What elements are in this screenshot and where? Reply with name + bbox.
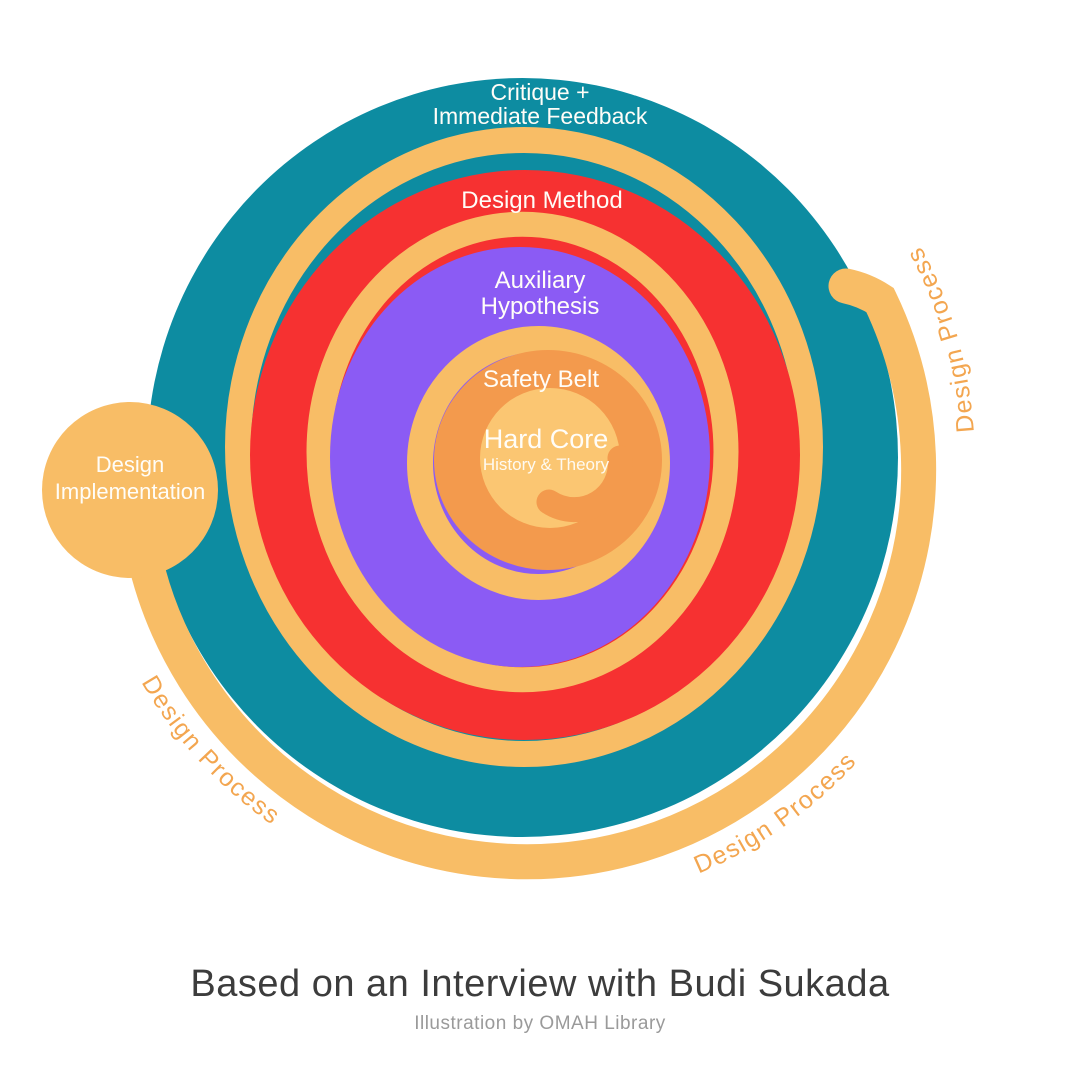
spiral-center-curl [536, 445, 633, 523]
critique-label-line2: Immediate Feedback [433, 103, 648, 129]
implementation-label-line2: Implementation [55, 479, 205, 504]
implementation-label-line1: Design [96, 452, 164, 477]
auxiliary-label-line2: Hypothesis [481, 293, 600, 320]
spiral-band-turn-1 [225, 127, 823, 767]
spiral-band-outer-turn [121, 268, 937, 880]
safety-belt-label: Safety Belt [483, 366, 599, 393]
spiral-band-turn-2 [306, 211, 739, 693]
design-implementation-node [42, 402, 218, 578]
hard-core-region [480, 388, 620, 528]
critique-label-line1: Critique + [490, 79, 589, 105]
hard-core-label: Hard Core [484, 424, 609, 454]
caption-credit: Illustration by OMAH Library [414, 1013, 666, 1034]
hard-core-sublabel: History & Theory [483, 455, 610, 474]
auxiliary-label-line1: Auxiliary [495, 267, 586, 294]
design-method-label: Design Method [461, 187, 622, 214]
caption-title: Based on an Interview with Budi Sukada [190, 963, 890, 1005]
